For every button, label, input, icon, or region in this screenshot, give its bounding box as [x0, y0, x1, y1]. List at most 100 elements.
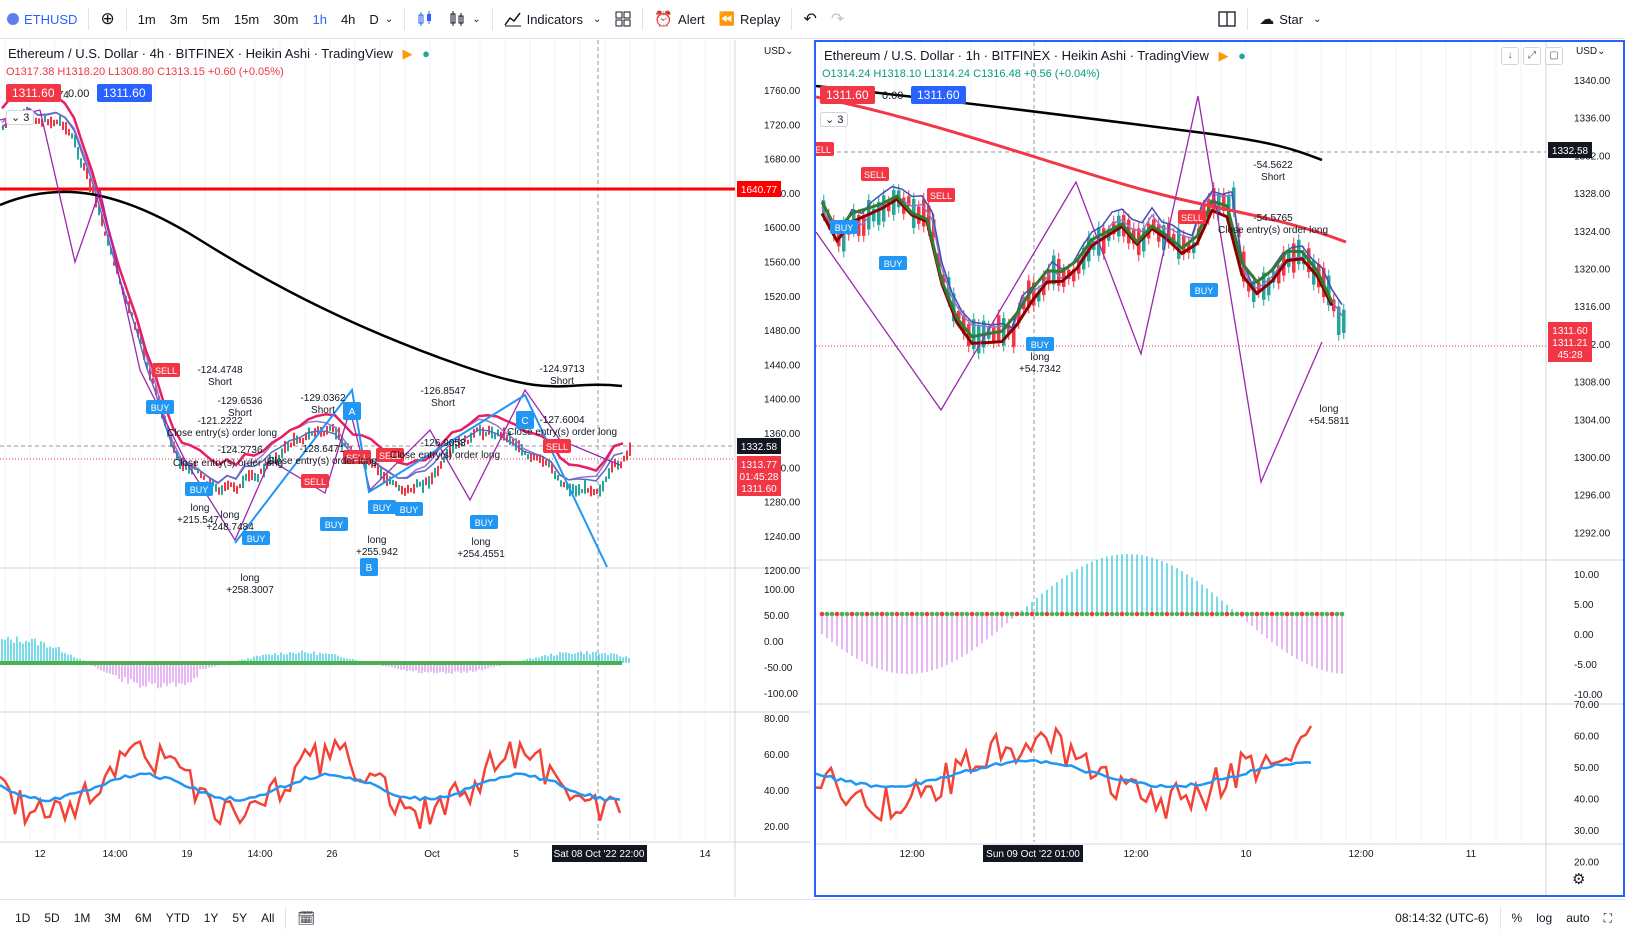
trade-annotation: +54.7342 — [1019, 364, 1061, 375]
zero-signal-dot — [1189, 611, 1195, 617]
candle — [230, 482, 232, 487]
candle — [344, 442, 346, 447]
candle — [41, 119, 43, 127]
trade-annotation: -124.2736 — [217, 445, 262, 456]
time-axis-label: 12:00 — [1123, 849, 1148, 860]
zero-signal-dot — [1054, 611, 1060, 617]
currency-dropdown[interactable]: USD⌄ — [1576, 46, 1606, 57]
percent-scale-toggle[interactable]: % — [1511, 911, 1523, 925]
zero-signal-dot — [1139, 611, 1145, 617]
range-1d[interactable]: 1D — [15, 911, 31, 925]
candle — [593, 489, 595, 496]
currency-dropdown[interactable]: USD⌄ — [764, 46, 794, 57]
range-all[interactable]: All — [261, 911, 275, 925]
range-5y[interactable]: 5Y — [232, 911, 248, 925]
interval-label: 30m — [273, 11, 299, 27]
scroll-down-button[interactable]: ↓ — [1501, 47, 1519, 65]
osc-axis-label: 0.00 — [764, 637, 784, 648]
candle — [47, 119, 49, 126]
alert-button[interactable]: ⏰ Alert — [647, 0, 711, 38]
left-chart-pane[interactable]: 1760.00 1720.00 1680.00 1640.00 1600.00 1560.… — [0, 40, 810, 897]
candle — [215, 483, 217, 492]
range-3m[interactable]: 3M — [104, 911, 122, 925]
zero-signal-dot — [959, 611, 965, 617]
trade-annotation: long — [221, 510, 240, 521]
undo-button[interactable]: ↶ — [796, 0, 823, 38]
zero-signal-dot — [1089, 611, 1095, 617]
arrow-down-icon: ↓ — [1507, 50, 1513, 61]
pane-restore-button[interactable]: ▢ — [1545, 47, 1563, 65]
layouts-button[interactable] — [608, 0, 638, 38]
replay-button[interactable]: ⏪ Replay — [712, 0, 788, 38]
fullscreen-button[interactable]: ⛶ — [1597, 911, 1619, 926]
candle — [605, 476, 607, 483]
buy-price-button[interactable]: 1311.60 — [97, 84, 152, 102]
left-chart-canvas[interactable]: 1760.00 1720.00 1680.00 1640.00 1600.00 1560.… — [0, 40, 810, 897]
range-1m[interactable]: 1M — [73, 911, 91, 925]
zero-signal-dot — [1144, 611, 1150, 617]
buy-price-button[interactable]: 1311.60 — [911, 86, 966, 104]
range-5d[interactable]: 5D — [44, 911, 60, 925]
go-to-date-button[interactable]: 🗓 — [290, 910, 322, 927]
chevron-down-icon: ⌄ — [785, 46, 794, 57]
interval-1m[interactable]: 1m — [131, 0, 163, 38]
candle — [260, 468, 262, 475]
candle — [416, 479, 418, 488]
right-chart-canvas[interactable]: 1340.00 1336.00 1332.00 1328.00 1324.00 1320.… — [816, 42, 1623, 895]
save-layout-button[interactable]: ☁ Star ⌄ — [1252, 0, 1328, 38]
range-ytd[interactable]: YTD — [165, 911, 190, 925]
timezone-clock[interactable]: 08:14:32 (UTC-6) — [1395, 911, 1489, 925]
interval-label: D — [369, 11, 379, 27]
calendar-icon: 🗓 — [297, 909, 316, 926]
chart-style-dropdown[interactable]: ⌄ — [441, 0, 487, 38]
zero-signal-dot — [1049, 611, 1055, 617]
sell-price-button[interactable]: 1311.60 — [6, 84, 61, 102]
chart-settings-button[interactable]: ⚙ — [1572, 870, 1585, 888]
redo-button[interactable]: ↷ — [824, 0, 851, 38]
interval-4h[interactable]: 4h — [334, 0, 362, 38]
crosshair-price-label: 1332.58 — [741, 442, 778, 453]
osc-axis-label: -100.00 — [764, 689, 798, 700]
indicators-button[interactable]: Indicators ⌄ — [497, 0, 609, 38]
range-1y[interactable]: 1Y — [203, 911, 219, 925]
price-axis-label: 1640.00 — [764, 189, 801, 200]
chart-type-button[interactable] — [409, 0, 441, 38]
range-6m[interactable]: 6M — [135, 911, 152, 925]
quantity-box[interactable]: ⌄ 3 — [820, 112, 849, 127]
zero-signal-dot — [904, 611, 910, 617]
candle — [59, 115, 61, 126]
candle — [419, 481, 421, 487]
interval-d[interactable]: D ⌄ — [362, 0, 400, 38]
layout-select-button[interactable] — [1211, 0, 1243, 38]
signal-badge — [146, 400, 174, 414]
right-chart-pane[interactable]: 1340.00 1336.00 1332.00 1328.00 1324.00 1320.… — [814, 40, 1625, 897]
candle — [257, 474, 259, 483]
auto-scale-toggle[interactable]: auto — [1566, 911, 1590, 925]
interval-5m[interactable]: 5m — [195, 0, 227, 38]
zero-signal-dot — [939, 611, 945, 617]
symbol-search[interactable]: ETHUSD — [0, 0, 84, 38]
signal-label: SELL — [379, 451, 401, 461]
zero-signal-dot — [1129, 611, 1135, 617]
log-scale-toggle[interactable]: log — [1536, 911, 1553, 925]
quantity-box[interactable]: ⌄ 3 — [6, 110, 35, 125]
interval-3m[interactable]: 3m — [163, 0, 195, 38]
compare-symbol-button[interactable]: ⊕ — [93, 0, 121, 38]
sell-price-button[interactable]: 1311.60 — [820, 86, 875, 104]
zero-signal-dot — [1154, 611, 1160, 617]
trade-annotation: Short — [431, 398, 455, 409]
interval-30m[interactable]: 30m — [266, 0, 305, 38]
signal-badge — [320, 517, 348, 531]
candle — [197, 467, 199, 474]
interval-15m[interactable]: 15m — [227, 0, 266, 38]
interval-1h[interactable]: 1h — [305, 0, 333, 38]
trade-annotation: Short — [1261, 172, 1285, 183]
candle — [203, 475, 205, 480]
zero-signal-dot — [914, 611, 920, 617]
candle — [98, 205, 100, 216]
ma-200-line — [0, 190, 623, 388]
candle — [56, 119, 58, 125]
maximize-pane-button[interactable]: ⤢ — [1523, 47, 1541, 65]
zero-signal-dot — [1034, 611, 1040, 617]
signal-badge — [343, 450, 371, 464]
